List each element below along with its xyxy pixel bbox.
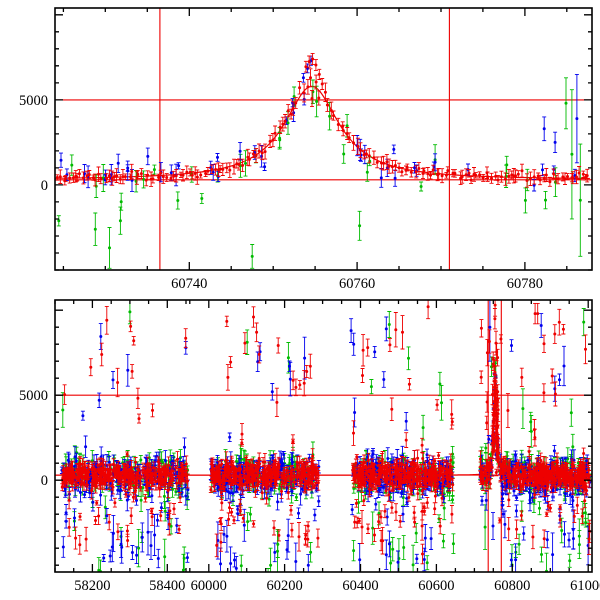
x-tick-label: 60760 [339, 276, 375, 292]
x-tick-label: 60780 [507, 276, 543, 292]
tick-labels: 58200 58400 60000 60200 60400 60600 60800 6100 0… [19, 388, 600, 594]
x-tick-label: 60740 [171, 276, 207, 292]
axis-frame [54, 299, 593, 573]
axis-frame [54, 7, 593, 271]
x-tick-label: 60400 [342, 578, 378, 594]
zoom-panel: 60740 60760 60780 0 5000 [19, 7, 593, 292]
x-tick-label: 60000 [191, 578, 227, 594]
tick-labels: 60740 60760 60780 0 5000 [19, 93, 543, 292]
zoom-errorbars-red [55, 52, 590, 188]
reference-lines [55, 8, 592, 270]
full-errorbars-green [60, 300, 592, 572]
y-tick-label: 5000 [19, 388, 48, 404]
y-tick-label: 5000 [19, 93, 48, 109]
zoom-points-red [55, 57, 589, 184]
full-errorbars-blue [59, 300, 592, 572]
full-points-red [60, 303, 592, 556]
y-tick-label: 0 [41, 178, 48, 194]
axis-ticks [55, 8, 592, 271]
full-panel: 58200 58400 60000 60200 60400 60600 60800 6100 0… [19, 299, 600, 594]
y-tick-label: 0 [41, 473, 48, 489]
x-tick-label: 60600 [418, 578, 454, 594]
x-tick-label: 58400 [149, 578, 185, 594]
full-errorbars-red [60, 300, 592, 565]
x-tick-label: 60200 [266, 578, 302, 594]
x-tick-label: 60800 [494, 578, 530, 594]
x-tick-label: 58200 [74, 578, 110, 594]
zoom-errorbars-green [56, 77, 583, 269]
